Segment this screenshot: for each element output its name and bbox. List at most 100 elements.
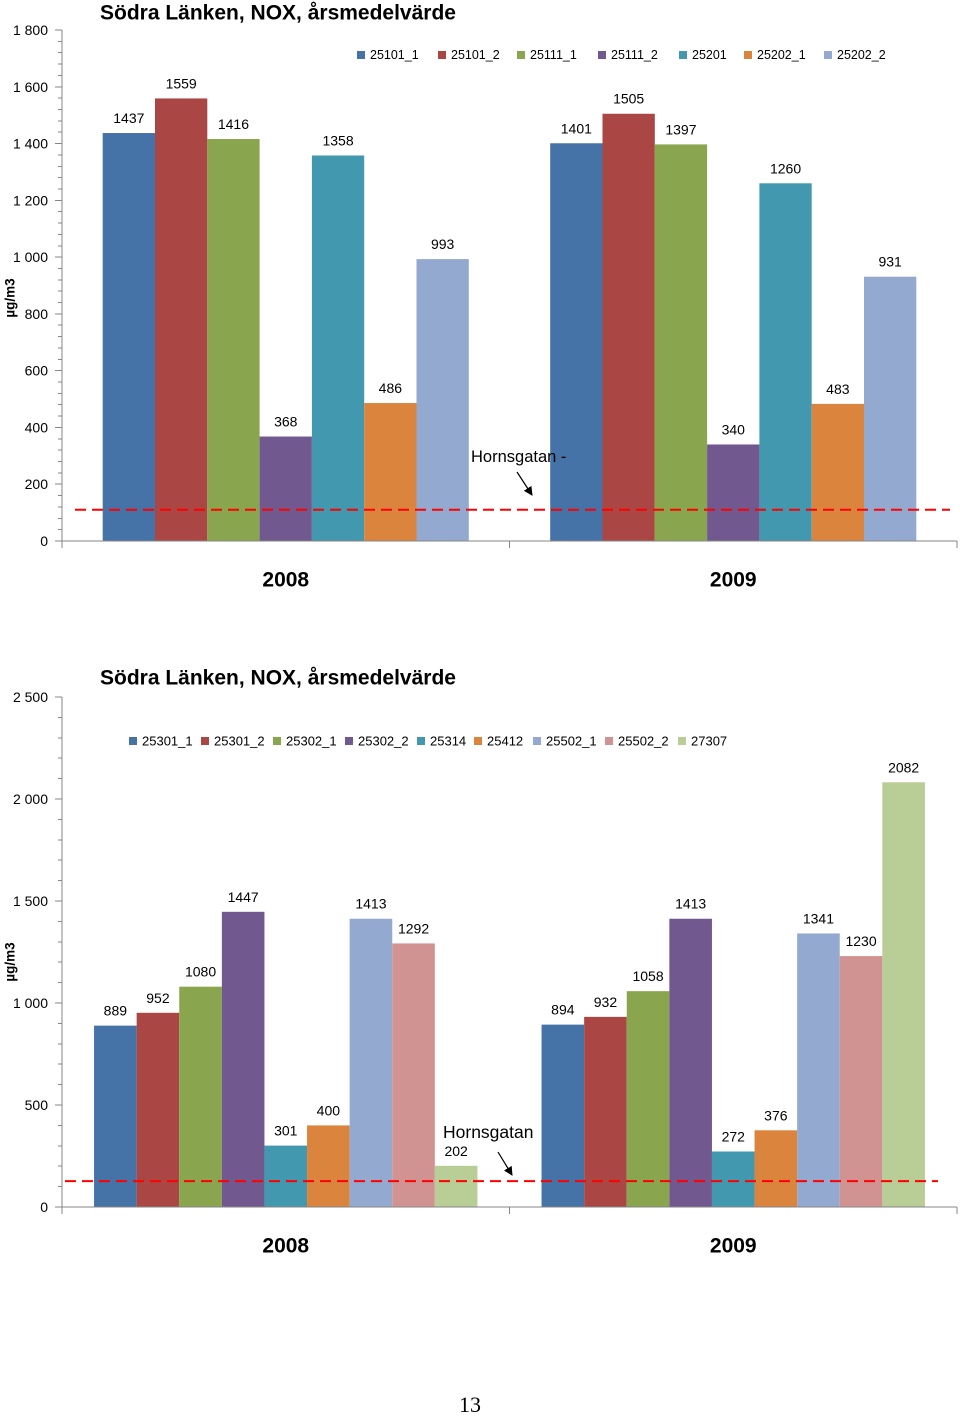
y-tick-label: 1 000 xyxy=(13,995,48,1011)
bar-2009-25314 xyxy=(711,1151,755,1207)
hornsgatan-annotation: Hornsgatan xyxy=(443,1122,533,1142)
legend-swatch xyxy=(605,737,613,745)
bar-2008-25502-2 xyxy=(392,943,435,1207)
legend-label: 25302_2 xyxy=(358,734,409,749)
bar-2008-25301-1 xyxy=(94,1025,137,1207)
legend: 25101_1 25101_2 25111_1 25111_2 25201 25202_1… xyxy=(357,48,886,62)
legend-swatch xyxy=(744,51,752,59)
y-tick-label: 0 xyxy=(40,1199,48,1215)
legend-item-25502-2: 25502_2 xyxy=(605,734,669,749)
bar-2008-25301-2 xyxy=(136,1012,180,1207)
y-tick-label: 1 400 xyxy=(13,136,48,152)
data-label-2008-25301-2: 952 xyxy=(146,990,170,1006)
bar-2008-25302-1 xyxy=(179,986,222,1207)
legend-item-25111-2: 25111_2 xyxy=(598,48,658,62)
legend-label: 25201 xyxy=(692,48,727,62)
legend-label: 25202_1 xyxy=(757,48,806,62)
bar-2009-25302-2 xyxy=(669,918,712,1207)
data-label-2008-25502-1: 1413 xyxy=(355,896,386,912)
bar-2009-25101-2 xyxy=(602,113,655,541)
legend-swatch xyxy=(357,51,365,59)
legend-item-27307: 27307 xyxy=(678,734,727,749)
data-label-2008-25111-1: 1416 xyxy=(218,116,249,132)
bar-2008-25314 xyxy=(264,1145,308,1207)
y-tick-label: 500 xyxy=(25,1097,49,1113)
legend-swatch xyxy=(679,51,687,59)
x-category-label-2008: 2008 xyxy=(262,569,309,592)
data-label-2009-25502-2: 1230 xyxy=(845,933,876,949)
data-label-2008-25412: 400 xyxy=(317,1102,341,1118)
legend-label: 25502_1 xyxy=(546,734,597,749)
hornsgatan-annotation: Hornsgatan - xyxy=(471,448,566,466)
bar-2009-25202-2 xyxy=(864,276,917,541)
x-category-label-2008: 2008 xyxy=(262,1235,309,1258)
y-axis-title: µg/m3 xyxy=(3,278,18,318)
legend-swatch xyxy=(678,737,686,745)
data-label-2009-25314: 272 xyxy=(722,1129,746,1145)
legend-item-25101-2: 25101_2 xyxy=(438,48,500,62)
y-tick-label: 1 500 xyxy=(13,893,48,909)
data-labels: 889 952 1080 1447 301 400 1413 1292 202 894 932 105… xyxy=(104,759,920,1159)
data-label-2008-25101-1: 1437 xyxy=(113,110,144,126)
data-label-2009-25201: 1260 xyxy=(770,160,801,176)
data-label-2009-25302-2: 1413 xyxy=(675,896,706,912)
bar-2008-27307 xyxy=(434,1165,478,1207)
bar-2009-27307 xyxy=(882,782,925,1207)
legend-item-25202-2: 25202_2 xyxy=(824,48,886,62)
legend-swatch xyxy=(533,737,541,745)
chart-2: 0 500 1 000 1 500 2 000 2 500 µg/m3 2008 2009 889… xyxy=(3,667,958,1258)
legend-label: 25111_2 xyxy=(611,48,658,62)
bar-2008-25111-2 xyxy=(259,436,312,541)
data-label-2008-25502-2: 1292 xyxy=(398,920,429,936)
legend-item-25314: 25314 xyxy=(417,734,466,749)
legend-label: 25502_2 xyxy=(618,734,669,749)
legend-label: 25111_1 xyxy=(530,48,577,62)
data-label-2009-25111-1: 1397 xyxy=(665,121,696,137)
y-tick-label: 1 200 xyxy=(13,192,48,208)
legend-swatch xyxy=(417,737,425,745)
legend-label: 25301_2 xyxy=(214,734,265,749)
bar-2009-25502-1 xyxy=(797,933,840,1207)
y-tick-label: 2 500 xyxy=(13,689,48,705)
legend-item-25302-1: 25302_1 xyxy=(273,734,337,749)
legend-item-25302-2: 25302_2 xyxy=(345,734,409,749)
y-axis: 0 500 1 000 1 500 2 000 2 500 xyxy=(13,689,63,1215)
y-tick-label: 1 800 xyxy=(13,22,48,38)
data-label-2009-25302-1: 1058 xyxy=(632,968,663,984)
bar-2009-25502-2 xyxy=(839,956,883,1207)
chart-1: 0 200 400 600 800 1 000 1 200 1 400 1 600 1 800 µg… xyxy=(3,2,958,592)
x-category-label-2009: 2009 xyxy=(710,1235,757,1258)
bar-2009-25301-1 xyxy=(541,1024,585,1207)
y-tick-label: 800 xyxy=(25,306,49,322)
bar-2008-25111-1 xyxy=(207,139,260,541)
bar-2009-25202-1 xyxy=(811,403,864,541)
legend: 25301_1 25301_2 25302_1 25302_2 25314 25412 25… xyxy=(129,734,727,749)
y-tick-label: 0 xyxy=(40,533,48,549)
bars xyxy=(94,782,925,1207)
bar-2008-25201 xyxy=(311,155,365,541)
bar-2008-25502-1 xyxy=(349,918,393,1207)
data-label-2008-27307: 202 xyxy=(444,1143,468,1159)
bar-2009-25111-2 xyxy=(707,444,760,541)
data-label-2009-25111-2: 340 xyxy=(722,421,746,437)
page-number: 13 xyxy=(459,1392,481,1416)
legend-item-25412: 25412 xyxy=(474,734,523,749)
legend-label: 25301_1 xyxy=(142,734,193,749)
bar-2009-25101-1 xyxy=(550,143,603,541)
legend-item-25301-2: 25301_2 xyxy=(201,734,265,749)
data-label-2008-25314: 301 xyxy=(274,1123,298,1139)
legend-label: 25202_2 xyxy=(837,48,886,62)
annotation-arrow xyxy=(497,1151,513,1176)
x-category-label-2009: 2009 xyxy=(710,569,757,592)
legend-swatch xyxy=(598,51,606,59)
y-axis-title: µg/m3 xyxy=(3,942,18,982)
legend-label: 25314 xyxy=(430,734,466,749)
data-label-2009-25412: 376 xyxy=(764,1107,788,1123)
legend-label: 25101_1 xyxy=(370,48,419,62)
legend-swatch xyxy=(438,51,446,59)
legend-swatch xyxy=(273,737,281,745)
y-tick-label: 200 xyxy=(25,476,49,492)
chart-title: Södra Länken, NOX, årsmedelvärde xyxy=(100,667,456,690)
data-label-2008-25202-2: 993 xyxy=(431,236,455,252)
data-label-2008-25101-2: 1559 xyxy=(166,75,197,91)
